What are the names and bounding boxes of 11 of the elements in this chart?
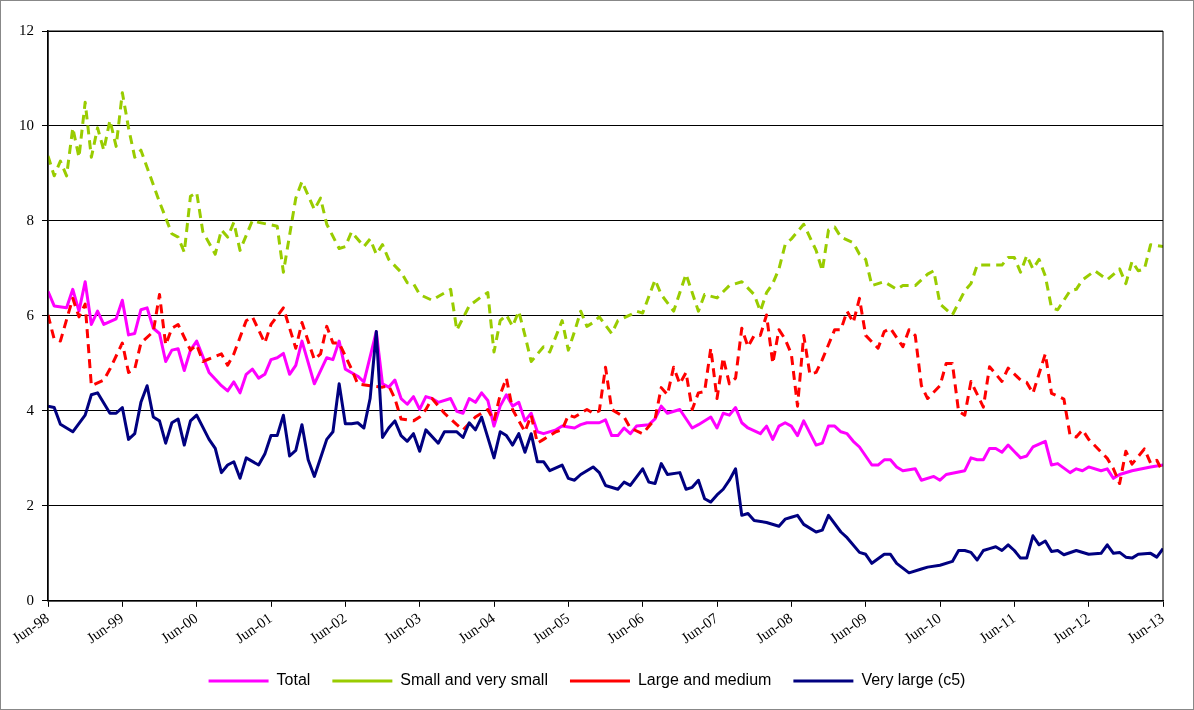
- y-tick-label: 6: [26, 306, 35, 323]
- y-tick-label: 0: [26, 591, 34, 608]
- legend-label: Very large (c5): [861, 671, 966, 689]
- y-tick-label: 4: [26, 401, 35, 418]
- legend-label: Large and medium: [637, 671, 772, 689]
- y-tick-label: 12: [19, 21, 34, 38]
- legend-label: Small and very small: [400, 671, 548, 689]
- legend-label: Total: [276, 671, 311, 689]
- y-tick-label: 2: [26, 496, 34, 513]
- y-tick-label: 8: [26, 211, 34, 228]
- y-tick-label: 10: [19, 116, 34, 133]
